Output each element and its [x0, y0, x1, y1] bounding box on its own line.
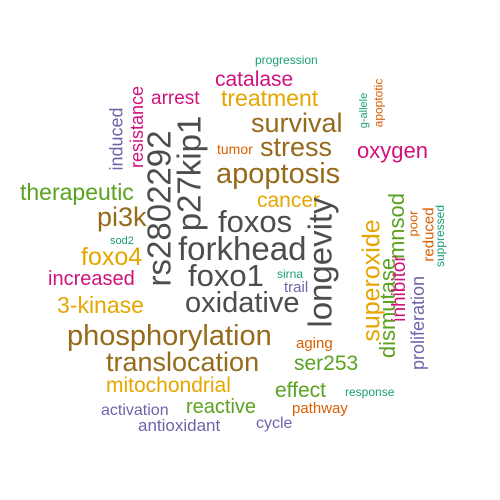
- word-sirna: sirna: [277, 267, 304, 281]
- word-arrest: arrest: [151, 88, 200, 109]
- word-effect: effect: [275, 379, 326, 402]
- word-induced: induced: [106, 107, 127, 171]
- word-stress: stress: [260, 132, 333, 162]
- word-sod2: sod2: [110, 235, 134, 247]
- word-response: response: [345, 385, 395, 399]
- word-cancer: cancer: [257, 189, 321, 212]
- word-forkhead: forkhead: [178, 230, 307, 267]
- word-foxo1: foxo1: [188, 258, 264, 293]
- word-antioxidant: antioxidant: [138, 416, 221, 435]
- word-trail: trail: [284, 279, 309, 296]
- word-poor: poor: [405, 210, 421, 237]
- word-inhibitor: inhibitor: [388, 255, 410, 322]
- word-increased: increased: [48, 268, 135, 290]
- word-3-kinase: 3-kinase: [57, 292, 144, 318]
- word-catalase: catalase: [215, 68, 294, 91]
- word-treatment: treatment: [221, 85, 319, 111]
- word-cycle: cycle: [256, 415, 293, 432]
- word-ser253: ser253: [294, 352, 359, 375]
- word-apoptotic: apoptotic: [371, 78, 386, 128]
- word-oxygen: oxygen: [357, 138, 428, 163]
- word-therapeutic: therapeutic: [20, 179, 134, 205]
- word-proliferation: proliferation: [408, 275, 429, 371]
- word-p27kip1: p27kip1: [170, 115, 208, 232]
- word-g-allele: g-allele: [358, 92, 371, 129]
- word-suppressed: suppressed: [433, 204, 448, 268]
- word-foxos: foxos: [218, 204, 293, 239]
- word-reactive: reactive: [186, 396, 257, 418]
- word-tumor: tumor: [217, 141, 253, 157]
- word-pi3k: pi3k: [97, 202, 147, 232]
- word-activation: activation: [101, 402, 169, 419]
- word-progression: progression: [255, 53, 318, 67]
- word-foxo4: foxo4: [81, 243, 143, 271]
- word-longevity: longevity: [301, 197, 339, 328]
- word-aging: aging: [296, 335, 333, 352]
- word-mitochondrial: mitochondrial: [106, 374, 231, 397]
- word-survival: survival: [251, 108, 343, 138]
- word-pathway: pathway: [292, 400, 348, 417]
- word-phosphorylation: phosphorylation: [67, 320, 272, 352]
- word-oxidative: oxidative: [185, 287, 300, 319]
- word-translocation: translocation: [106, 347, 260, 377]
- word-apoptosis: apoptosis: [216, 158, 341, 190]
